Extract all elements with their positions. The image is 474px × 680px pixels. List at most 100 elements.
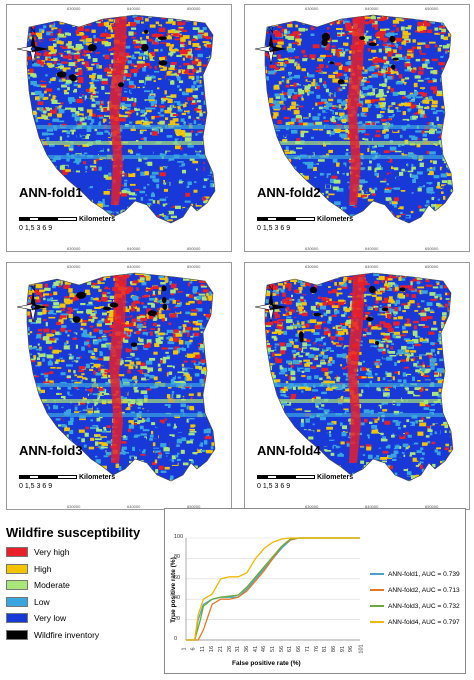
legend-swatch [6,596,28,607]
north-letter: N [30,26,36,35]
x-tick-label: 101 [358,644,365,654]
legend-swatch [6,547,28,557]
map-coordinate-label: 650000 [187,6,201,11]
susceptibility-map [26,14,216,224]
scale-ticks: 0 1,5 3 6 9 [257,225,291,232]
roc-legend-line [370,589,384,591]
map-coordinate-label: 630000 [305,6,319,11]
legend-label: Very low [34,613,67,623]
legend-item: High [6,563,51,575]
legend-label: Moderate [34,580,70,590]
roc-legend-label: ANN-fold3, AUC = 0.732 [388,602,460,610]
x-tick-label: 56 [278,645,285,653]
y-tick-label: 80 [174,554,181,561]
x-tick-label: 36 [243,645,250,653]
x-tick-label: 31 [235,645,242,653]
x-tick-label: 51 [270,645,277,653]
map-coordinate-label: 650000 [187,264,201,269]
map-coordinate-label: 650000 [187,246,201,251]
roc-series-line [186,537,360,641]
legend-item: Low [6,596,50,608]
north-letter: N [268,26,274,35]
map-coordinate-label: 630000 [305,264,319,269]
x-tick-label: 91 [339,645,346,653]
y-tick-label: 60 [174,574,181,581]
roc-x-axis-label: False positive rate (%) [232,660,301,667]
scale-ticks: 0 1,5 3 6 9 [257,483,291,490]
x-tick-label: 86 [330,645,337,653]
scale-unit: Kilometers [79,474,116,481]
x-tick-label: 66 [296,645,303,653]
scale-bar: Kilometers 0 1,5 3 6 9 [19,215,169,239]
map-coordinate-label: 650000 [425,6,439,11]
map-panel-fold2: N 630000 640000 650000 630000 640000 650000 ANN… [244,4,470,252]
roc-legend: ANN-fold1, AUC = 0.739 ANN-fold2, AUC = 0… [370,566,470,630]
map-coordinate-label: 640000 [127,246,141,251]
legend-label: Very high [34,547,70,557]
map-coordinate-label: 650000 [187,504,201,509]
map-coordinate-label: 650000 [425,264,439,269]
legend-title: Wildfire susceptibility [6,525,141,540]
roc-legend-line [370,605,384,607]
north-arrow-icon: N [251,25,291,69]
x-tick-label: 41 [252,645,259,653]
map-coordinate-label: 650000 [425,504,439,509]
north-arrow-icon: N [251,283,291,327]
x-tick-label: 61 [287,645,294,653]
roc-legend-label: ANN-fold4, AUC = 0.797 [388,618,460,626]
legend-swatch [6,580,28,590]
legend-item: Very high [6,546,69,558]
roc-legend-label: ANN-fold2, AUC = 0.713 [388,586,460,594]
fold-label: ANN-fold4 [257,443,321,458]
scale-bar: Kilometers 0 1,5 3 6 9 [19,473,169,497]
map-coordinate-label: 630000 [67,246,81,251]
roc-series-line [186,537,360,641]
legend-item: Moderate [6,579,70,591]
legend-label: Wildfire inventory [34,629,100,640]
roc-legend-line [370,573,384,575]
legend-swatch [6,563,28,574]
roc-series-line [186,537,360,641]
susceptibility-map [264,14,454,224]
map-panel-fold1: N 630000 640000 650000 630000 640000 650000 ANN… [6,4,232,252]
legend-swatch [6,613,28,623]
x-tick-label: 81 [322,645,329,653]
x-tick-label: 16 [209,645,216,653]
roc-legend-item: ANN-fold3, AUC = 0.732 [370,598,470,614]
north-arrow-icon: N [13,25,53,69]
roc-legend-item: ANN-fold4, AUC = 0.797 [370,614,470,630]
fold-label: ANN-fold3 [19,443,83,458]
scale-unit: Kilometers [317,474,354,481]
roc-legend-item: ANN-fold1, AUC = 0.739 [370,566,470,582]
map-coordinate-label: 640000 [365,504,379,509]
x-tick-label: 1 [181,647,188,651]
fold-label: ANN-fold1 [19,185,83,200]
roc-legend-item: ANN-fold2, AUC = 0.713 [370,582,470,598]
north-letter: N [30,284,36,293]
legend-label: Low [34,596,50,607]
map-coordinate-label: 630000 [67,504,81,509]
map-coordinate-label: 640000 [365,264,379,269]
scale-bar: Kilometers 0 1,5 3 6 9 [257,473,407,497]
map-coordinate-label: 640000 [127,504,141,509]
roc-series-line [186,537,360,641]
y-tick-label: 0 [174,636,178,642]
x-tick-label: 71 [304,645,311,653]
roc-legend-line [370,621,384,623]
scale-unit: Kilometers [317,216,354,223]
susceptibility-map [264,272,454,482]
map-coordinate-label: 630000 [305,504,319,509]
legend-item: Very low [6,612,66,624]
north-letter: N [268,284,274,293]
susceptibility-map [26,272,216,482]
scale-bar: Kilometers 0 1,5 3 6 9 [257,215,407,239]
map-coordinate-label: 630000 [305,246,319,251]
fold-label: ANN-fold2 [257,185,321,200]
map-panel-fold3: N 630000 640000 650000 630000 640000 650000 ANN… [6,262,232,510]
x-tick-label: 76 [313,645,320,653]
x-tick-label: 11 [200,646,207,652]
scale-unit: Kilometers [79,216,116,223]
scale-ticks: 0 1,5 3 6 9 [19,225,53,232]
legend-swatch [6,629,28,640]
